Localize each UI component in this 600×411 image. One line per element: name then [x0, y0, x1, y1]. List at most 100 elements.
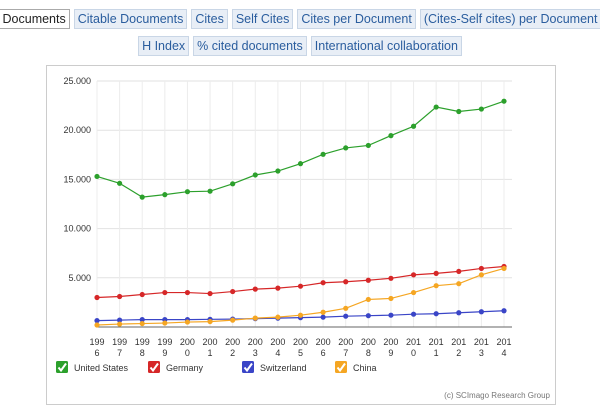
data-point-germany[interactable]	[184, 289, 191, 296]
data-point-switzerland[interactable]	[388, 312, 394, 318]
data-point-united-states[interactable]	[365, 142, 371, 149]
data-point-germany[interactable]	[207, 290, 213, 297]
data-point-united-states[interactable]	[139, 194, 145, 200]
data-point-germany[interactable]	[320, 280, 326, 286]
x-tick-label-top: 201	[496, 337, 511, 347]
data-point-united-states[interactable]	[94, 173, 100, 180]
data-point-china[interactable]	[433, 283, 439, 289]
data-point-china[interactable]	[207, 318, 213, 325]
x-tick-label-top: 200	[361, 337, 376, 347]
tab-h-index[interactable]: H Index	[138, 36, 190, 56]
x-tick-label-top: 201	[429, 337, 444, 347]
data-point-china[interactable]	[139, 320, 145, 327]
data-point-united-states[interactable]	[117, 180, 123, 186]
data-point-united-states[interactable]	[252, 172, 258, 178]
data-point-germany[interactable]	[410, 272, 417, 278]
tab-self-cites[interactable]: Self Cites	[231, 9, 294, 29]
data-point-germany[interactable]	[388, 275, 394, 281]
data-point-germany[interactable]	[365, 277, 371, 283]
data-point-china[interactable]	[252, 315, 258, 321]
data-point-china[interactable]	[320, 309, 326, 315]
data-point-united-states[interactable]	[433, 104, 439, 110]
data-point-united-states[interactable]	[478, 106, 484, 112]
data-point-united-states[interactable]	[275, 168, 281, 174]
tab-percent-cited-documents[interactable]: % cited documents	[193, 36, 307, 56]
credit-text: (c) SCImago Research Group	[444, 391, 550, 400]
data-point-united-states[interactable]	[410, 123, 417, 129]
data-point-united-states[interactable]	[162, 192, 168, 198]
data-point-germany[interactable]	[94, 294, 100, 301]
data-point-china[interactable]	[388, 295, 394, 302]
x-tick-label-bottom: 3	[479, 348, 484, 358]
data-point-germany[interactable]	[433, 270, 439, 276]
data-point-germany[interactable]	[456, 268, 462, 275]
legend-label: United States	[74, 363, 129, 373]
data-point-united-states[interactable]	[230, 181, 236, 187]
data-point-china[interactable]	[117, 321, 123, 327]
data-point-united-states[interactable]	[297, 161, 304, 167]
data-point-united-states[interactable]	[320, 151, 326, 157]
data-point-germany[interactable]	[162, 289, 168, 296]
tab-cites[interactable]: Cites	[191, 9, 228, 29]
data-point-germany[interactable]	[343, 279, 349, 285]
data-point-germany[interactable]	[275, 285, 281, 291]
legend-label: Switzerland	[260, 363, 307, 373]
tab-row-2: H Index % cited documents International …	[0, 36, 600, 56]
x-tick-label-bottom: 7	[343, 348, 348, 358]
tab-documents[interactable]: Documents	[0, 9, 70, 29]
data-point-germany[interactable]	[117, 293, 123, 300]
tab-citable-documents[interactable]: Citable Documents	[73, 9, 188, 29]
data-point-china[interactable]	[501, 265, 507, 272]
data-point-switzerland[interactable]	[456, 310, 462, 316]
data-point-united-states[interactable]	[456, 108, 462, 115]
legend-item-germany[interactable]: Germany	[148, 361, 204, 373]
x-tick-label-top: 200	[225, 337, 240, 347]
data-point-united-states[interactable]	[501, 98, 507, 104]
data-point-china[interactable]	[365, 296, 371, 303]
x-tick-label-top: 200	[180, 337, 195, 347]
data-point-china[interactable]	[275, 314, 281, 320]
data-point-switzerland[interactable]	[478, 309, 484, 315]
data-point-switzerland[interactable]	[343, 313, 349, 319]
data-point-germany[interactable]	[139, 291, 145, 298]
data-point-germany[interactable]	[230, 288, 236, 295]
data-point-germany[interactable]	[252, 286, 258, 292]
data-point-china[interactable]	[230, 317, 236, 323]
data-point-china[interactable]	[410, 289, 417, 296]
data-point-switzerland[interactable]	[501, 308, 507, 314]
data-point-united-states[interactable]	[184, 189, 191, 195]
data-point-united-states[interactable]	[207, 188, 213, 194]
x-tick-label-bottom: 8	[366, 348, 371, 358]
data-point-germany[interactable]	[297, 283, 304, 289]
y-tick-label: 15.000	[63, 174, 91, 184]
data-point-china[interactable]	[297, 312, 304, 318]
data-point-switzerland[interactable]	[365, 313, 371, 319]
tab-international-collaboration[interactable]: International collaboration	[310, 36, 462, 56]
x-tick-label-bottom: 6	[94, 348, 99, 358]
legend-item-switzerland[interactable]: Switzerland	[242, 361, 307, 373]
data-point-germany[interactable]	[478, 265, 484, 272]
legend-item-united-states[interactable]: United States	[56, 361, 129, 373]
data-point-switzerland[interactable]	[433, 311, 439, 317]
y-axis-tick-labels: 5.000 10.000 15.000 20.000 25.000	[63, 76, 91, 283]
x-tick-label-top: 200	[383, 337, 398, 347]
data-point-united-states[interactable]	[388, 133, 394, 139]
legend-item-china[interactable]: China	[335, 361, 377, 373]
data-point-china[interactable]	[162, 320, 168, 326]
checkmark-icon	[243, 362, 253, 373]
data-point-china[interactable]	[343, 305, 349, 311]
tab-cites-minus-self-per-document[interactable]: (Cites-Self cites) per Document	[419, 9, 600, 29]
data-point-china[interactable]	[94, 322, 100, 328]
data-point-china[interactable]	[478, 272, 484, 278]
data-point-switzerland[interactable]	[320, 314, 326, 320]
data-point-switzerland[interactable]	[94, 318, 100, 324]
data-point-switzerland[interactable]	[410, 311, 417, 317]
data-point-china[interactable]	[456, 281, 462, 287]
data-point-switzerland[interactable]	[117, 317, 123, 323]
data-point-switzerland[interactable]	[139, 317, 145, 323]
gridlines	[96, 80, 512, 327]
data-point-united-states[interactable]	[343, 145, 349, 151]
data-point-china[interactable]	[184, 319, 191, 325]
tab-cites-per-document[interactable]: Cites per Document	[297, 9, 416, 29]
